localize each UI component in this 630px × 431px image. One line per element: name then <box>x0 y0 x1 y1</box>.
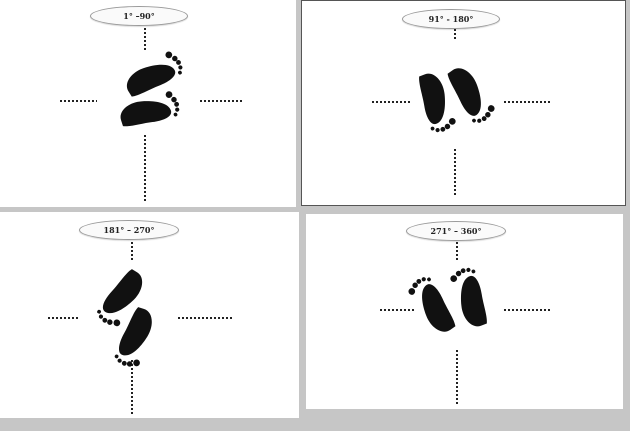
panel-quadrant-4: 271° – 360° <box>306 214 623 409</box>
footprint-diagram <box>372 29 552 197</box>
panel-quadrant-1: 1° –90° <box>0 0 296 207</box>
footprint-diagram <box>380 242 550 406</box>
footprint-icon <box>405 272 462 338</box>
angle-range-label: 181° – 270° <box>79 220 179 240</box>
footprint-icon <box>441 62 498 128</box>
angle-range-label: 91° - 180° <box>402 9 500 29</box>
panel-quadrant-2: 91° - 180° <box>301 0 626 206</box>
angle-range-label: 1° –90° <box>90 6 188 26</box>
footprint-diagram <box>60 28 242 203</box>
footprint-icon <box>112 304 157 371</box>
angle-range-label: 271° – 360° <box>406 221 506 241</box>
footprint-icon <box>448 264 494 331</box>
footprint-icon <box>121 48 187 103</box>
footprint-diagram <box>48 242 232 416</box>
panel-quadrant-3: 181° – 270° <box>0 212 299 418</box>
footprint-icon <box>117 89 183 133</box>
